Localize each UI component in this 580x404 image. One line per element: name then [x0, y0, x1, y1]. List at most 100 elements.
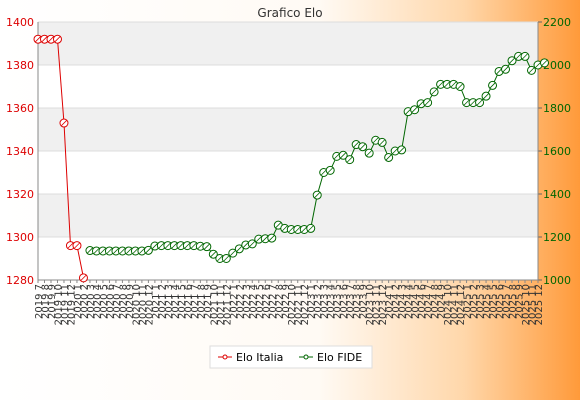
x-tick-label: 2023 6: [339, 284, 350, 319]
data-point-mark-elo-fide: [327, 167, 333, 174]
data-point-mark-elo-fide: [379, 139, 385, 146]
data-point-mark-elo-fide: [243, 242, 249, 248]
data-point-mark-elo-fide: [366, 150, 372, 156]
x-tick-label: 2024 8: [430, 284, 441, 319]
x-tick-label: 2022 11: [294, 284, 305, 325]
x-tick-label: 2024 7: [424, 284, 435, 319]
x-tick-label: 2021 4: [170, 284, 181, 319]
data-point-mark-elo-fide: [139, 248, 145, 254]
x-tick-label: 2024 12: [456, 284, 467, 325]
data-point-mark-elo-fide: [275, 222, 282, 228]
x-tick-label: 2019 7: [34, 284, 45, 319]
x-tick-label: 2022 4: [248, 284, 259, 319]
x-tick-label: 2022 3: [242, 284, 253, 319]
x-tick-label: 2020 10: [131, 284, 142, 325]
data-point-mark-elo-fide: [191, 242, 197, 249]
data-point-mark-elo-fide: [437, 81, 444, 88]
x-tick-label: 2021 9: [203, 284, 214, 319]
x-tick-label: 2023 10: [365, 284, 376, 325]
x-tick-label: 2024 4: [404, 284, 415, 319]
x-tick-label: 2025 4: [482, 284, 493, 319]
data-point-mark-elo-fide: [184, 242, 191, 249]
x-tick-label: 2021 2: [157, 284, 168, 319]
data-point-mark-elo-fide: [385, 154, 392, 161]
data-point-mark-elo-fide: [470, 99, 476, 106]
grid-band: [38, 108, 538, 151]
x-tick-label: 2022 9: [281, 284, 292, 319]
x-tick-label: 2021 12: [222, 284, 233, 325]
x-tick-label: 2021 8: [196, 284, 207, 319]
right-tick-label: 1000: [543, 274, 571, 287]
data-point-mark-elo-fide: [171, 242, 178, 249]
data-point-mark-elo-fide: [255, 236, 262, 242]
x-tick-label: 2024 11: [450, 284, 461, 325]
data-point-mark-elo-fide: [398, 147, 405, 153]
data-point-mark-elo-fide: [288, 226, 295, 233]
x-tick-label: 2021 1: [151, 284, 162, 319]
data-point-mark-elo-fide: [152, 243, 158, 249]
right-tick-label: 1200: [543, 231, 571, 244]
x-tick-label: 2025 1: [463, 284, 474, 319]
data-point-mark-elo-fide: [113, 248, 119, 254]
data-point-mark-elo-fide: [450, 81, 457, 88]
x-tick-label: 2019 12: [66, 284, 77, 325]
legend-label-elo-fide: Elo FIDE: [317, 351, 362, 364]
x-tick-label: 2022 1: [229, 284, 240, 319]
x-tick-label: 2025 5: [489, 284, 500, 319]
x-tick-label: 2024 9: [437, 284, 448, 319]
data-point-mark-elo-fide: [106, 248, 113, 254]
data-point-mark-elo-fide: [87, 247, 93, 254]
x-tick-label: 2022 12: [300, 284, 311, 325]
x-tick-label: 2019 8: [40, 284, 51, 319]
data-point-mark-elo-fide: [223, 255, 230, 262]
grid-band: [38, 22, 538, 65]
data-point-mark-elo-fide: [126, 248, 132, 254]
x-tick-label: 2025 6: [495, 284, 506, 319]
x-tick-label: 2025 2: [469, 284, 480, 319]
data-point-mark-elo-fide: [483, 93, 489, 99]
data-point-mark-elo-fide: [496, 68, 502, 75]
x-tick-label: 2019 9: [47, 284, 58, 319]
data-point-mark-elo-fide: [444, 81, 450, 88]
left-tick-label: 1340: [6, 145, 34, 158]
data-point-mark-elo-fide: [372, 137, 379, 144]
data-point-mark-elo-fide: [463, 99, 470, 106]
x-tick-label: 2020 9: [125, 284, 136, 319]
x-tick-label: 2020 2: [79, 284, 90, 319]
data-point-mark-elo-fide: [145, 247, 152, 254]
x-tick-label: 2020 5: [99, 284, 110, 319]
data-point-mark-elo-fide: [489, 82, 496, 89]
data-point-mark-elo-fide: [476, 99, 483, 106]
x-tick-label: 2019 11: [60, 284, 71, 325]
x-tick-label: 2025 8: [508, 284, 519, 319]
data-point-mark-elo-fide: [353, 141, 359, 148]
data-point-mark-elo-fide: [333, 153, 340, 160]
data-point-mark-elo-fide: [515, 53, 522, 60]
x-tick-label: 2022 7: [268, 284, 279, 319]
x-tick-label: 2025 11: [528, 284, 539, 325]
data-point-mark-elo-fide: [178, 242, 184, 249]
data-point-mark-elo-fide: [262, 235, 269, 242]
x-tick-label: 2024 1: [385, 284, 396, 319]
data-point-mark-elo-fide: [301, 226, 308, 233]
x-tick-label: 2021 5: [177, 284, 188, 319]
data-point-mark-elo-fide: [236, 246, 243, 252]
x-tick-label: 2020 12: [144, 284, 155, 325]
x-tick-label: 2025 7: [502, 284, 513, 319]
x-tick-label: 2023 9: [359, 284, 370, 319]
x-tick-label: 2020 3: [86, 284, 97, 319]
data-point-mark-elo-fide: [502, 66, 509, 73]
data-point-mark-elo-fide: [418, 100, 424, 107]
data-point-mark-elo-fide: [320, 169, 327, 176]
x-tick-label: 2023 11: [372, 284, 383, 325]
right-tick-label: 1400: [543, 188, 571, 201]
x-tick-label: 2024 2: [391, 284, 402, 319]
data-point-mark-elo-fide: [359, 143, 366, 150]
legend-box: [209, 345, 373, 369]
x-tick-label: 2021 11: [216, 284, 227, 325]
x-tick-label: 2024 10: [443, 284, 454, 325]
left-tick-label: 1360: [6, 102, 34, 115]
data-point-mark-elo-fide: [411, 106, 418, 113]
data-point-mark-elo-fide: [294, 226, 301, 233]
